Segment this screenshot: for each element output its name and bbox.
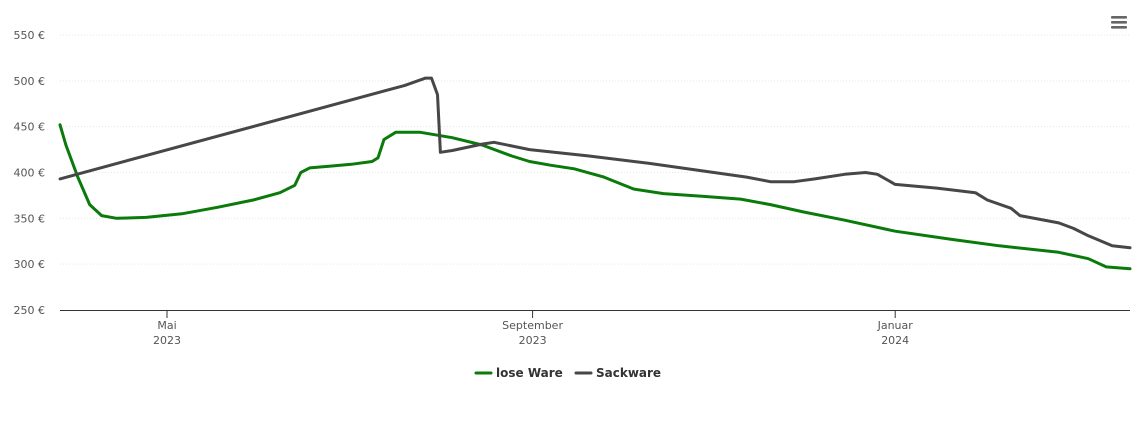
legend-label: Sackware — [596, 366, 661, 380]
y-tick-label: 250 € — [14, 304, 46, 317]
series-line-lose-ware[interactable] — [58, 123, 1132, 271]
series-line-sackware[interactable] — [58, 76, 1132, 250]
y-tick-label: 450 € — [14, 121, 46, 134]
x-tick-label-year: 2023 — [153, 334, 181, 347]
x-tick-label-month: September — [502, 319, 563, 332]
y-tick-label: 300 € — [14, 258, 46, 271]
series-group — [58, 76, 1132, 271]
legend[interactable]: lose Ware Sackware — [474, 366, 661, 380]
x-tick-label-month: Mai — [157, 319, 176, 332]
legend-item-lose-ware[interactable]: lose Ware — [474, 366, 563, 380]
y-tick-label: 550 € — [14, 29, 46, 42]
x-tick-label-month: Januar — [877, 319, 914, 332]
legend-label: lose Ware — [496, 366, 563, 380]
hamburger-menu-icon[interactable] — [1110, 14, 1128, 30]
y-tick-label: 400 € — [14, 167, 46, 180]
grid — [60, 34, 1130, 265]
legend-item-sackware[interactable]: Sackware — [574, 366, 661, 380]
x-axis: Mai 2023 September 2023 Januar 2024 — [60, 310, 1130, 347]
y-axis: 550 € 500 € 450 € 400 € 350 € 300 € 250 € — [14, 29, 46, 317]
y-tick-label: 500 € — [14, 75, 46, 88]
x-tick-label-year: 2024 — [881, 334, 909, 347]
x-tick-label-year: 2023 — [519, 334, 547, 347]
y-tick-label: 350 € — [14, 212, 46, 225]
